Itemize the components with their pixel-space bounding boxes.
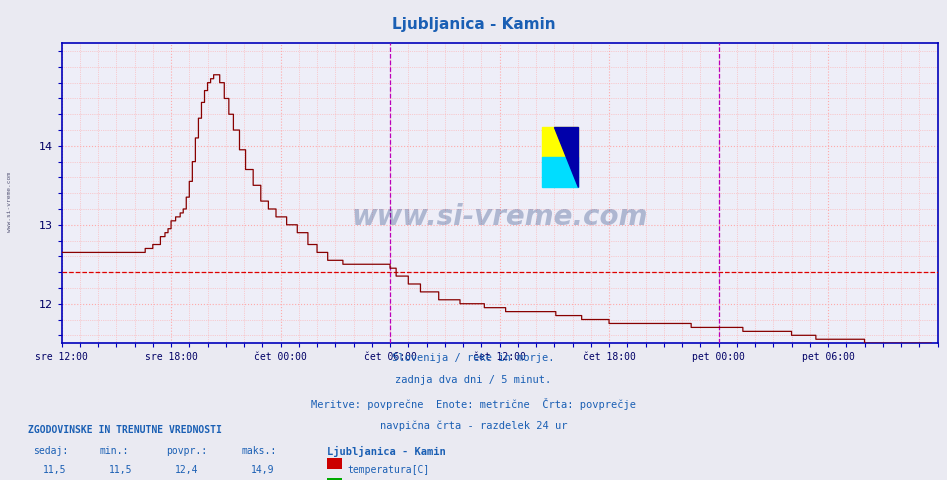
- Bar: [542, 127, 579, 157]
- Text: Meritve: povprečne  Enote: metrične  Črta: povprečje: Meritve: povprečne Enote: metrične Črta:…: [311, 398, 636, 410]
- Text: povpr.:: povpr.:: [166, 446, 206, 456]
- Text: min.:: min.:: [99, 446, 129, 456]
- Text: Slovenija / reke in morje.: Slovenija / reke in morje.: [392, 353, 555, 363]
- Polygon shape: [554, 127, 579, 187]
- Text: 11,5: 11,5: [109, 465, 133, 475]
- Text: www.si-vreme.com: www.si-vreme.com: [7, 172, 12, 232]
- Text: maks.:: maks.:: [241, 446, 277, 456]
- Bar: [542, 157, 579, 187]
- Text: 12,4: 12,4: [175, 465, 199, 475]
- Text: navpična črta - razdelek 24 ur: navpična črta - razdelek 24 ur: [380, 420, 567, 431]
- Text: sedaj:: sedaj:: [33, 446, 68, 456]
- Text: www.si-vreme.com: www.si-vreme.com: [351, 203, 648, 231]
- Text: Ljubljanica - Kamin: Ljubljanica - Kamin: [327, 446, 445, 457]
- Text: ZGODOVINSKE IN TRENUTNE VREDNOSTI: ZGODOVINSKE IN TRENUTNE VREDNOSTI: [28, 425, 223, 435]
- Text: zadnja dva dni / 5 minut.: zadnja dva dni / 5 minut.: [396, 375, 551, 385]
- Text: Ljubljanica - Kamin: Ljubljanica - Kamin: [392, 17, 555, 32]
- Text: temperatura[C]: temperatura[C]: [348, 465, 430, 475]
- Text: 11,5: 11,5: [43, 465, 66, 475]
- Text: 14,9: 14,9: [251, 465, 275, 475]
